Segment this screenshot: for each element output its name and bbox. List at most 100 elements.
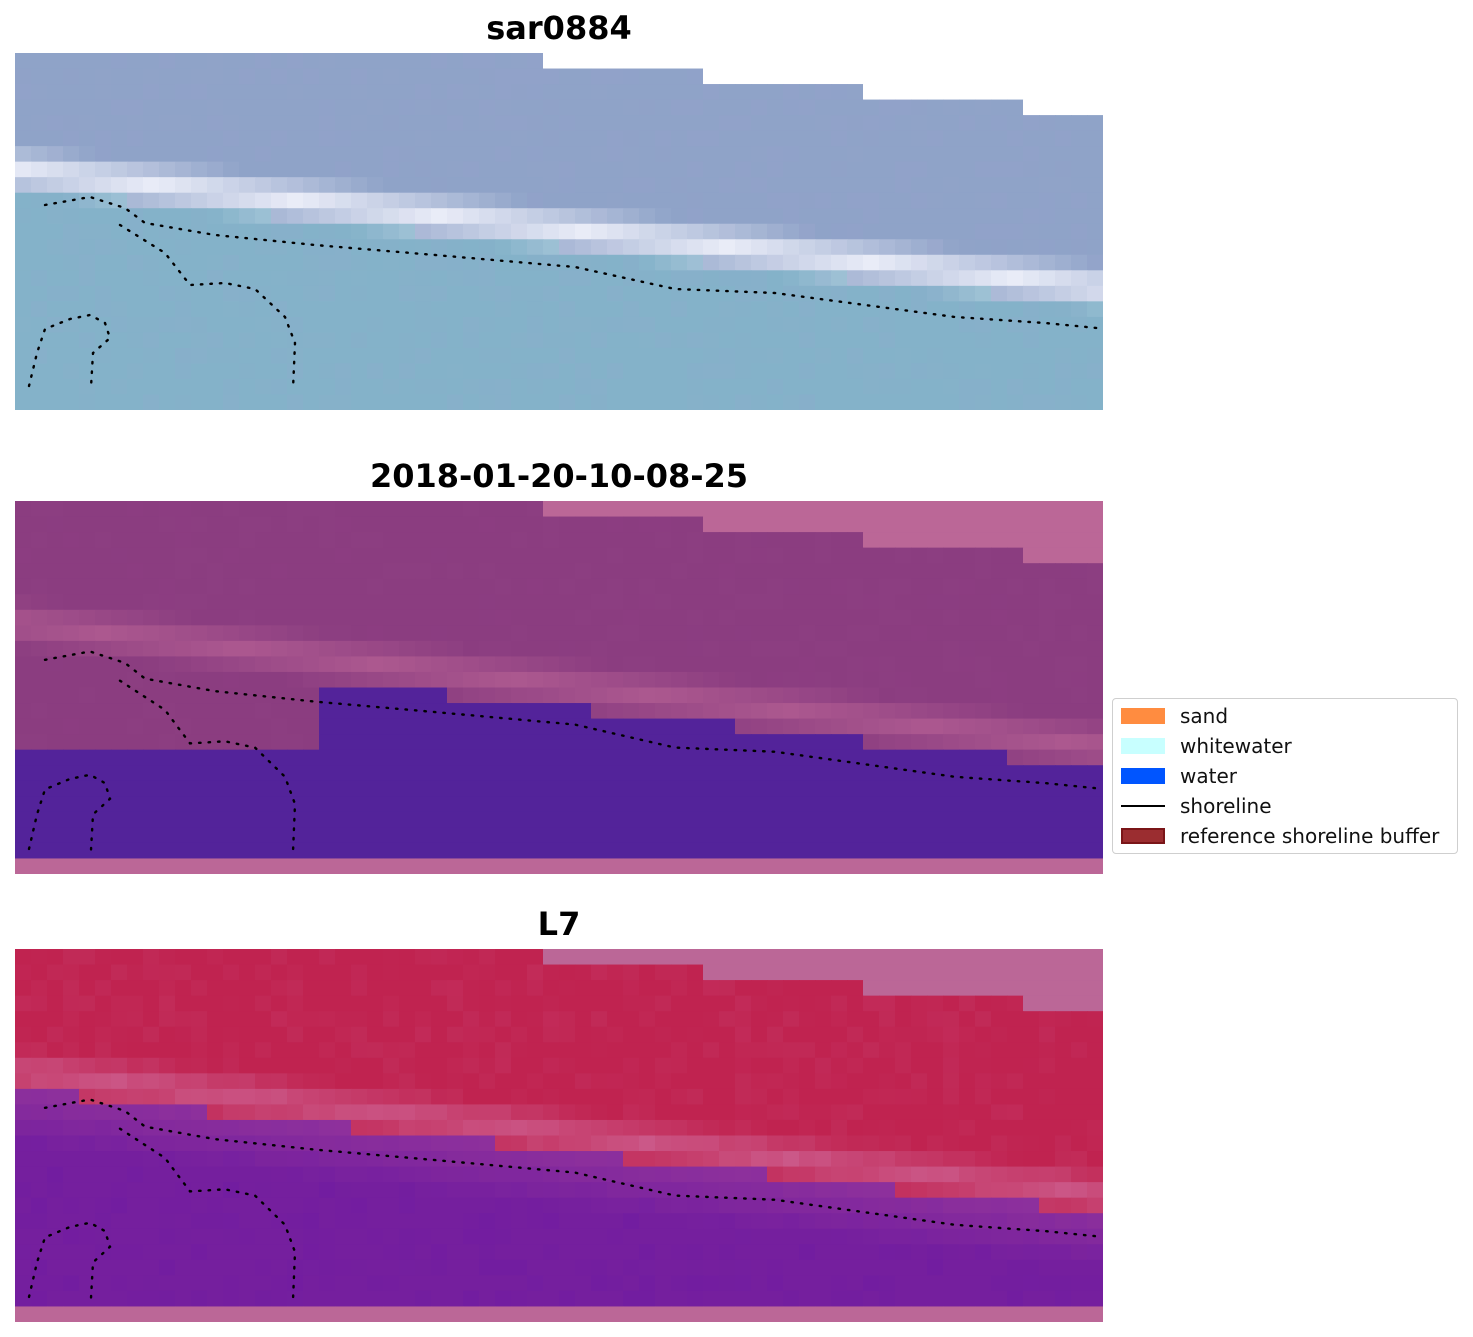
image-pixel (511, 378, 528, 396)
image-pixel (447, 656, 464, 673)
image-pixel (95, 765, 112, 782)
image-pixel (879, 378, 896, 396)
image-pixel (143, 949, 160, 966)
image-pixel (319, 1057, 336, 1074)
image-pixel (751, 1275, 768, 1292)
image-pixel (1071, 1259, 1088, 1276)
image-pixel (383, 656, 400, 673)
image-pixel (319, 516, 336, 533)
image-pixel (415, 640, 432, 658)
image-pixel (495, 378, 512, 396)
image-pixel (511, 177, 528, 194)
image-pixel (831, 1135, 848, 1152)
image-pixel (975, 177, 992, 194)
image-pixel (207, 130, 224, 147)
image-pixel (239, 146, 256, 163)
image-pixel (63, 858, 80, 874)
image-pixel (895, 765, 912, 782)
image-pixel (591, 1042, 608, 1059)
image-pixel (127, 1197, 144, 1214)
image-pixel (367, 316, 384, 333)
image-pixel (639, 84, 656, 101)
image-pixel (431, 980, 448, 997)
image-pixel (575, 99, 592, 116)
image-pixel (751, 301, 768, 318)
image-pixel (191, 640, 208, 658)
image-pixel (911, 1151, 928, 1168)
image-pixel (1007, 949, 1024, 966)
image-pixel (495, 780, 512, 797)
image-pixel (815, 394, 832, 410)
image-pixel (591, 780, 608, 797)
image-pixel (671, 640, 688, 658)
image-pixel (639, 532, 656, 549)
image-pixel (271, 1290, 288, 1308)
image-pixel (911, 1073, 928, 1090)
image-pixel (255, 1119, 272, 1137)
image-pixel (367, 1042, 384, 1059)
image-pixel (703, 1104, 720, 1121)
image-pixel (447, 780, 464, 797)
image-pixel (975, 949, 992, 966)
image-pixel (735, 687, 752, 704)
image-pixel (143, 1042, 160, 1059)
image-pixel (399, 1104, 416, 1121)
image-pixel (575, 640, 592, 658)
image-pixel (255, 316, 272, 333)
image-pixel (319, 1026, 336, 1043)
legend-item-whitewater: whitewater (1113, 731, 1457, 761)
image-pixel (655, 130, 672, 147)
image-pixel (95, 547, 112, 564)
image-pixel (1023, 1244, 1040, 1261)
image-pixel (847, 749, 864, 766)
image-pixel (591, 532, 608, 549)
image-pixel (959, 578, 976, 595)
image-pixel (495, 1042, 512, 1059)
image-pixel (671, 532, 688, 549)
image-pixel (927, 1151, 944, 1168)
image-pixel (159, 1011, 176, 1028)
image-pixel (879, 532, 896, 549)
image-pixel (607, 1135, 624, 1152)
image-pixel (127, 1290, 144, 1308)
image-pixel (815, 99, 832, 116)
image-pixel (863, 332, 880, 349)
image-pixel (15, 501, 32, 518)
image-pixel (927, 1228, 944, 1245)
image-pixel (367, 964, 384, 981)
image-pixel (303, 749, 320, 766)
image-pixel (239, 1197, 256, 1214)
image-pixel (1039, 547, 1056, 564)
image-pixel (447, 749, 464, 766)
image-pixel (847, 84, 864, 101)
image-pixel (31, 208, 48, 225)
image-pixel (47, 827, 64, 844)
image-pixel (303, 115, 320, 132)
image-pixel (351, 687, 368, 704)
image-pixel (959, 609, 976, 626)
image-pixel (815, 749, 832, 766)
image-pixel (591, 1244, 608, 1261)
image-pixel (767, 980, 784, 997)
image-pixel (991, 1197, 1008, 1214)
image-pixel (591, 1213, 608, 1230)
image-pixel (895, 1166, 912, 1183)
image-pixel (47, 1151, 64, 1168)
image-pixel (591, 192, 608, 209)
image-pixel (31, 995, 48, 1012)
image-pixel (975, 656, 992, 673)
image-pixel (559, 1275, 576, 1292)
image-pixel (175, 532, 192, 549)
image-pixel (127, 609, 144, 626)
image-pixel (911, 516, 928, 533)
image-pixel (671, 811, 688, 828)
image-pixel (447, 949, 464, 966)
image-pixel (847, 53, 864, 70)
image-pixel (143, 1104, 160, 1121)
image-pixel (207, 1306, 224, 1322)
image-pixel (767, 858, 784, 874)
image-pixel (623, 270, 640, 287)
image-pixel (1087, 703, 1103, 720)
image-pixel (143, 270, 160, 287)
image-pixel (543, 1057, 560, 1074)
